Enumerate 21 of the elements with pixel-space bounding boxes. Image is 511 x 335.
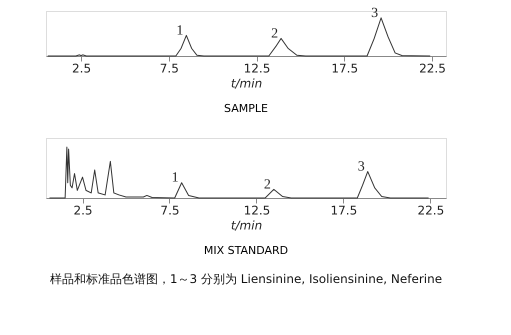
annotation: 1: [176, 23, 184, 38]
text: SAMPLE: [224, 102, 268, 115]
x-tick-label: 7.5: [160, 62, 179, 76]
text: 样品和标准品色谱图，1～3 分别为 Liensinine, Isoliensinine, Neferine: [50, 272, 442, 286]
annotation: 1: [172, 170, 179, 186]
annotation: 2: [271, 26, 278, 42]
x-axis-title: t/min: [230, 218, 262, 232]
x-tick-label: 2.5: [72, 62, 92, 76]
annotation: 2: [264, 177, 271, 192]
text: MIX STANDARD: [204, 244, 288, 257]
x-tick-label: 2.5: [73, 204, 93, 218]
x-tick-label: 17.5: [331, 62, 358, 76]
x-tick-label: 12.5: [244, 62, 270, 76]
x-tick-label: 22.5: [417, 204, 444, 218]
x-tick-label: 12.5: [244, 204, 270, 218]
annotation: 3: [371, 6, 378, 21]
annotation: 3: [358, 160, 365, 175]
x-axis-title: t/min: [230, 76, 262, 90]
x-tick-label: 7.5: [160, 204, 180, 218]
x-tick-label: 22.5: [419, 62, 446, 76]
x-tick-label: 17.5: [330, 204, 358, 218]
